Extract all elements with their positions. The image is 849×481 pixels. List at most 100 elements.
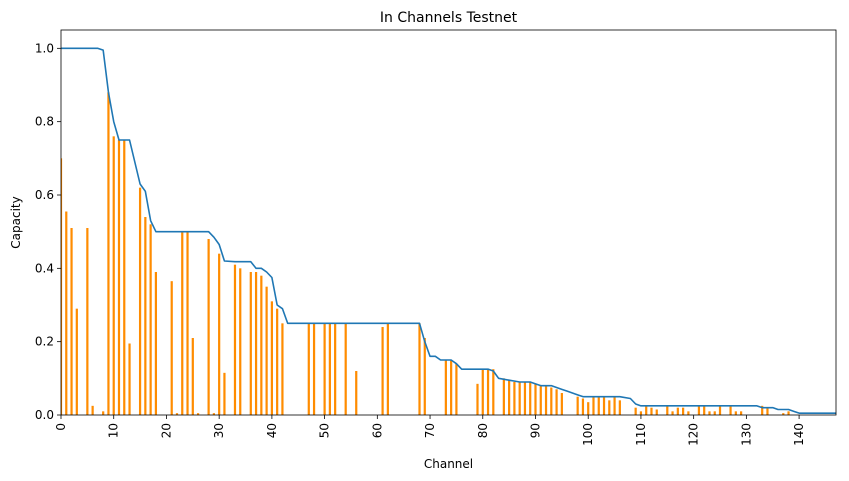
bar xyxy=(355,371,358,415)
x-tick-label: 0 xyxy=(54,423,68,431)
y-tick-label: 0.0 xyxy=(35,408,54,422)
bar xyxy=(334,323,337,415)
x-tick-label: 110 xyxy=(634,423,648,446)
bar xyxy=(734,411,737,415)
x-tick-label: 20 xyxy=(159,423,173,438)
bar xyxy=(718,405,722,415)
bar xyxy=(550,387,553,415)
bar xyxy=(186,231,189,415)
bar xyxy=(555,389,558,415)
x-axis: 0 10 20 30 40 50 60 70 80 90 100 110 120 130 140 xyxy=(54,415,806,446)
bar xyxy=(239,268,242,415)
bar xyxy=(508,380,511,415)
bar xyxy=(323,323,326,415)
bar xyxy=(65,211,68,415)
y-tick-label: 0.4 xyxy=(35,261,54,275)
y-axis: 0.0 0.2 0.4 0.6 0.8 1.0 xyxy=(35,41,61,422)
y-tick-label: 1.0 xyxy=(35,41,54,55)
bar xyxy=(170,281,173,415)
x-tick-label: 130 xyxy=(739,423,753,446)
bar xyxy=(281,323,284,415)
bar xyxy=(102,411,105,415)
bar xyxy=(761,405,764,415)
bar xyxy=(307,323,310,415)
bar xyxy=(697,405,701,415)
bar xyxy=(481,369,484,415)
bar xyxy=(602,396,606,415)
bar xyxy=(112,136,115,415)
x-tick-label: 70 xyxy=(423,423,437,438)
bar xyxy=(639,411,643,415)
bar xyxy=(645,405,648,415)
bar xyxy=(123,140,126,415)
bar xyxy=(513,382,516,415)
x-tick-label: 140 xyxy=(792,423,806,446)
bar xyxy=(703,405,706,415)
bar xyxy=(154,272,158,415)
bar xyxy=(144,217,147,415)
bar xyxy=(128,343,131,415)
bar xyxy=(175,413,179,415)
x-axis-label: Channel xyxy=(424,457,473,471)
bar xyxy=(86,228,89,415)
bar xyxy=(344,323,347,415)
bar xyxy=(676,407,679,415)
bar xyxy=(423,338,426,415)
bar xyxy=(766,407,769,415)
bar xyxy=(386,323,389,415)
bar xyxy=(486,369,490,415)
bar xyxy=(618,400,621,415)
bar xyxy=(312,323,316,415)
bar xyxy=(107,92,110,415)
x-tick-label: 10 xyxy=(107,423,121,438)
plot-area xyxy=(61,47,836,415)
bar xyxy=(276,308,279,415)
bar xyxy=(576,396,579,415)
x-tick-label: 120 xyxy=(687,423,701,446)
bar xyxy=(138,187,142,415)
bar xyxy=(729,405,732,415)
bar xyxy=(544,385,548,415)
y-tick-label: 0.6 xyxy=(35,188,54,202)
bar xyxy=(560,393,563,415)
bar xyxy=(708,411,711,415)
bar xyxy=(455,363,458,415)
bar xyxy=(328,323,331,415)
bar xyxy=(381,327,384,415)
bar xyxy=(265,286,268,415)
x-tick-label: 90 xyxy=(528,423,542,438)
bar xyxy=(502,378,505,415)
bar xyxy=(207,239,210,415)
bar xyxy=(523,382,527,415)
bar xyxy=(782,413,785,415)
y-axis-label: Capacity xyxy=(9,196,23,248)
bar xyxy=(613,396,616,415)
bar xyxy=(181,231,184,415)
bar xyxy=(149,224,152,415)
y-tick-label: 0.2 xyxy=(35,335,54,349)
x-tick-label: 40 xyxy=(265,423,279,438)
bar xyxy=(91,405,94,415)
bar xyxy=(682,407,685,415)
bar xyxy=(608,400,611,415)
bar xyxy=(249,272,252,415)
bar xyxy=(418,323,421,415)
bar xyxy=(260,275,263,415)
bar xyxy=(581,398,585,415)
bar xyxy=(254,272,258,415)
bar xyxy=(191,338,194,415)
bar xyxy=(492,369,495,415)
bar xyxy=(655,409,658,415)
bar xyxy=(476,383,479,415)
bar xyxy=(270,301,273,415)
bar xyxy=(713,411,716,415)
bar xyxy=(597,396,600,415)
chart-title: In Channels Testnet xyxy=(380,10,518,26)
y-tick-label: 0.8 xyxy=(35,115,54,129)
bar xyxy=(529,382,532,415)
x-tick-label: 100 xyxy=(581,423,595,446)
bar xyxy=(587,402,590,415)
bar xyxy=(787,411,790,415)
bar xyxy=(444,360,447,415)
